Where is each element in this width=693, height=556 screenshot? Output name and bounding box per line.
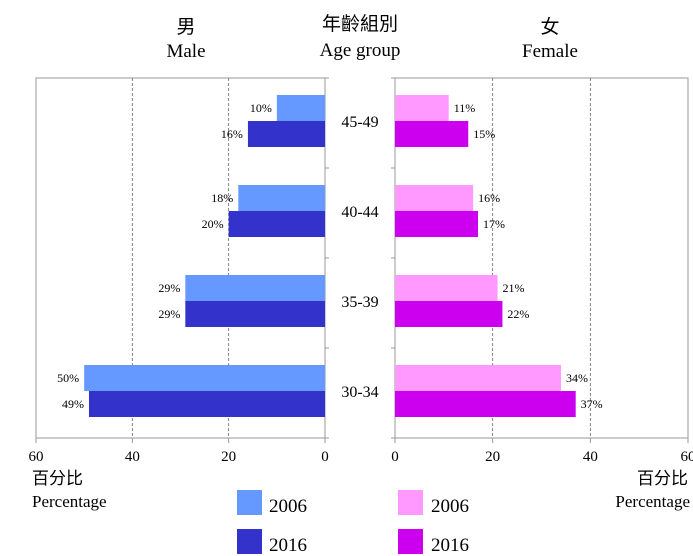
male-x-tick-label: 60 [29, 449, 44, 465]
legend-label-male-2006: 2006 [269, 496, 307, 517]
female-data-label-2016-30-34: 37% [581, 397, 603, 411]
female-data-label-2006-30-34: 34% [566, 371, 588, 385]
male-title-zh: 男 [176, 17, 195, 38]
female-data-label-2016-45-49: 15% [473, 127, 495, 141]
male-data-label-2006-35-39: 29% [158, 281, 180, 295]
female-x-tick-label: 60 [681, 449, 693, 465]
age-group-header-en: Age group [320, 40, 401, 61]
female-x-tick-label: 20 [485, 449, 500, 465]
category-label-45-49: 45-49 [341, 114, 378, 131]
male-bar-2016-45-49 [247, 121, 325, 147]
legend-label-male-2016: 2016 [269, 535, 307, 556]
male-axis-label-en: Percentage [32, 492, 107, 511]
female-bar-2016-35-39 [395, 301, 503, 327]
female-bar-2016-45-49 [395, 121, 469, 147]
male-bar-2016-35-39 [185, 301, 325, 327]
male-bar-2006-45-49 [276, 95, 325, 121]
male-data-label-2016-40-44: 20% [202, 217, 224, 231]
male-bar-2006-30-34 [84, 365, 326, 391]
female-bar-2016-40-44 [395, 211, 479, 237]
female-bar-2006-40-44 [395, 185, 474, 211]
male-axis-label-zh: 百分比 [32, 469, 83, 488]
female-bar-2006-45-49 [395, 95, 449, 121]
female-title-en: Female [522, 41, 578, 62]
female-bar-2006-35-39 [395, 275, 498, 301]
female-data-label-2006-40-44: 16% [478, 191, 500, 205]
male-title-en: Male [166, 41, 205, 62]
category-label-35-39: 35-39 [341, 294, 378, 311]
legend-label-female-2016: 2016 [431, 535, 469, 556]
female-panel: 0 20 40 60 11% 15% 16% 17% 21% 22% 34% 37% [391, 77, 693, 465]
category-labels: 45-49 40-44 35-39 30-34 [341, 114, 378, 401]
female-axis-label-en: Percentage [615, 492, 690, 511]
category-label-30-34: 30-34 [341, 384, 378, 401]
female-title-zh: 女 [540, 16, 559, 38]
male-data-label-2016-30-34: 49% [62, 397, 84, 411]
male-data-label-2016-35-39: 29% [158, 307, 180, 321]
category-label-40-44: 40-44 [341, 204, 378, 221]
male-bar-2006-35-39 [185, 275, 325, 301]
male-data-label-2006-40-44: 18% [211, 191, 233, 205]
legend-swatch-male-2006 [237, 490, 262, 515]
legend-swatch-female-2016 [398, 529, 423, 554]
female-data-label-2006-35-39: 21% [503, 281, 525, 295]
legend-swatch-male-2016 [237, 529, 262, 554]
legend-label-female-2006: 2006 [431, 496, 469, 517]
female-data-label-2016-35-39: 22% [507, 307, 529, 321]
age-group-header-zh: 年齡組別 [322, 13, 398, 35]
female-x-tick-label: 0 [391, 449, 399, 465]
male-x-tick-label: 20 [221, 449, 236, 465]
male-x-tick-label: 0 [321, 449, 329, 465]
male-data-label-2016-45-49: 16% [221, 127, 243, 141]
legend: 2006 2016 2006 2016 [237, 490, 469, 556]
legend-swatch-female-2006 [398, 490, 423, 515]
male-bar-2016-40-44 [228, 211, 325, 237]
male-x-tick-label: 40 [125, 449, 140, 465]
female-axis-label-zh: 百分比 [637, 469, 688, 488]
female-bar-2006-30-34 [395, 365, 562, 391]
male-data-label-2006-30-34: 50% [57, 371, 79, 385]
male-bar-2016-30-34 [88, 391, 325, 417]
female-data-label-2006-45-49: 11% [454, 101, 476, 115]
female-bar-2016-30-34 [395, 391, 576, 417]
female-data-label-2016-40-44: 17% [483, 217, 505, 231]
male-panel: 60 40 20 0 10% 16% 18% 20% 29% 29% 50% 49% [29, 77, 329, 465]
female-x-tick-label: 40 [583, 449, 598, 465]
male-data-label-2006-45-49: 10% [250, 101, 272, 115]
male-bar-2006-40-44 [238, 185, 325, 211]
